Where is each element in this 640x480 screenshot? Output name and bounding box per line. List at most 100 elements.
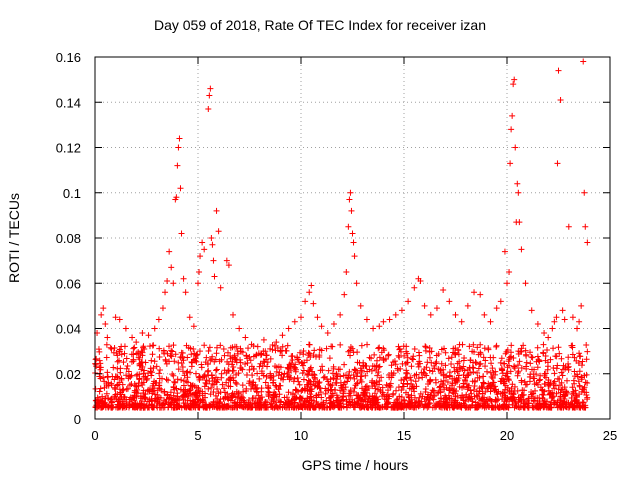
baseline-data-point [362,399,369,406]
y-tick-label: 0.12 [56,141,81,156]
baseline-data-point [460,357,467,364]
baseline-data-point [355,398,362,405]
data-point [306,289,313,296]
data-point [501,248,508,255]
baseline-data-point [294,402,301,409]
baseline-data-point [184,354,191,361]
baseline-data-point [583,342,590,349]
baseline-data-point [115,381,122,388]
baseline-data-point [214,344,221,351]
x-tick-label: 0 [91,428,98,443]
baseline-data-point [426,354,433,361]
baseline-data-point [221,385,228,392]
baseline-data-point [551,370,558,377]
baseline-data-point [279,343,286,350]
baseline-data-point [407,402,414,409]
baseline-data-point [103,341,110,348]
baseline-data-point [454,360,461,367]
baseline-data-point [229,390,236,397]
data-point [104,334,111,341]
baseline-data-point [569,391,576,398]
baseline-data-point [563,403,570,410]
baseline-data-point [547,401,554,408]
baseline-data-point [583,371,590,378]
baseline-data-point [357,377,364,384]
baseline-data-point [502,386,509,393]
data-point [380,318,387,325]
plot-frame [94,56,611,420]
baseline-data-point [195,385,202,392]
baseline-data-point [564,377,571,384]
baseline-data-point [498,355,505,362]
data-point [471,289,478,296]
baseline-data-point [495,396,502,403]
data-point [308,282,315,289]
baseline-data-point [114,358,121,365]
baseline-data-point [452,403,459,410]
baseline-data-point [560,362,567,369]
baseline-data-point [175,366,182,373]
baseline-data-point [282,401,289,408]
baseline-data-point [216,404,223,411]
baseline-data-point [459,341,466,348]
baseline-data-point [378,374,385,381]
baseline-data-point [292,366,299,373]
baseline-data-point [368,367,375,374]
baseline-data-point [313,399,320,406]
data-point [314,314,321,321]
baseline-data-point [415,349,422,356]
baseline-data-point [292,361,299,368]
baseline-data-point [463,372,470,379]
data-point [392,311,399,318]
y-tick-label: 0 [74,412,81,427]
baseline-data-point [416,394,423,401]
baseline-data-point [547,390,554,397]
baseline-data-point [540,350,547,357]
baseline-data-point [123,386,130,393]
baseline-data-point [459,365,466,372]
baseline-data-point [477,341,484,348]
baseline-data-point [283,394,290,401]
baseline-data-point [505,375,512,382]
baseline-data-point [579,403,586,410]
data-point [310,300,317,307]
data-point [565,223,572,230]
data-point [551,318,558,325]
baseline-data-point [256,404,263,411]
baseline-data-point [153,363,160,370]
baseline-data-point [448,354,455,361]
baseline-data-point [557,397,564,404]
baseline-data-point [117,365,124,372]
baseline-data-point [520,342,527,349]
baseline-data-point [377,388,384,395]
baseline-data-point [372,404,379,411]
baseline-data-point [208,384,215,391]
baseline-data-point [583,391,590,398]
baseline-data-point [562,365,569,372]
baseline-data-point [296,349,303,356]
baseline-data-point [206,344,213,351]
baseline-data-point [322,385,329,392]
baseline-data-point [300,347,307,354]
baseline-data-point [178,349,185,356]
data-point [162,289,169,296]
data-point [139,330,146,337]
data-point [440,287,447,294]
baseline-data-point [426,400,433,407]
baseline-data-point [383,401,390,408]
baseline-data-point [422,347,429,354]
baseline-data-point [173,385,180,392]
baseline-data-point [245,345,252,352]
baseline-data-point [527,349,534,356]
baseline-data-point [232,379,239,386]
baseline-data-point [416,360,423,367]
baseline-data-point [264,359,271,366]
baseline-data-point [422,343,429,350]
baseline-data-point [104,373,111,380]
baseline-data-point [262,379,269,386]
baseline-data-point [214,385,221,392]
baseline-data-point [139,352,146,359]
baseline-data-point [431,363,438,370]
baseline-data-point [165,377,172,384]
data-point [433,305,440,312]
